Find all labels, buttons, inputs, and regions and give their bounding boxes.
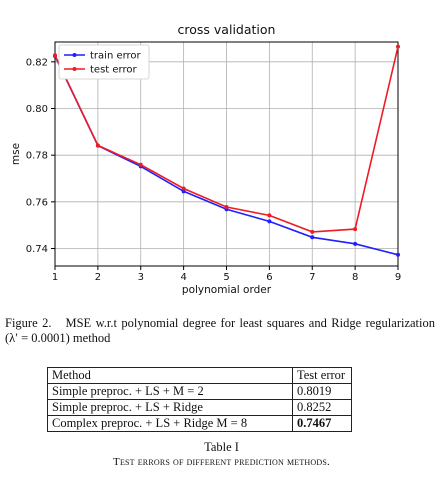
chart-title: cross validation	[178, 22, 276, 37]
table-row: Simple preproc. + LS + Ridge 0.8252	[47, 399, 352, 416]
train-error-point	[310, 235, 315, 240]
header-method: Method	[47, 367, 293, 384]
x-tick-label: 8	[352, 272, 358, 283]
table-title: Table I	[204, 440, 239, 454]
y-tick-label: 0.82	[26, 57, 48, 68]
x-tick-label: 2	[95, 272, 101, 283]
x-tick-label: 1	[52, 272, 58, 283]
test-error-point	[396, 44, 400, 49]
test-error-point	[138, 162, 143, 167]
figure-caption: Figure 2. MSE w.r.t polynomial degree for…	[5, 316, 435, 346]
test-error-point	[181, 186, 186, 191]
train-error-point	[396, 252, 400, 257]
y-tick-label: 0.80	[26, 104, 48, 115]
row-error-best: 0.7467	[292, 415, 352, 432]
test-error-point	[53, 53, 57, 58]
row-method: Simple preproc. + LS + Ridge	[47, 399, 293, 416]
row-method: Simple preproc. + LS + M = 2	[47, 383, 293, 400]
legend-marker	[72, 67, 77, 71]
x-tick-label: 4	[180, 272, 186, 283]
legend-label: test error	[90, 65, 137, 76]
test-error-point	[95, 143, 100, 148]
results-table-container: Method Test error Simple preproc. + LS +…	[47, 367, 352, 432]
table-subtitle: Test errors of different prediction meth…	[113, 456, 330, 468]
row-error: 0.8252	[292, 399, 352, 416]
legend-label: train error	[90, 51, 142, 62]
row-method: Complex preproc. + LS + Ridge M = 8	[47, 415, 293, 432]
x-axis-label: polynomial order	[182, 284, 272, 296]
x-tick-label: 6	[266, 272, 272, 283]
row-error: 0.8019	[292, 383, 352, 400]
table-header-row: Method Test error	[47, 367, 352, 384]
legend-box	[58, 44, 150, 80]
cross-validation-chart: 1 2 3 4 5 6 7 8 9 0.74 0.76 0.78 0.80 0.82 cross valid…	[10, 22, 401, 296]
train-error-point	[267, 219, 272, 224]
test-error-point	[267, 213, 272, 218]
chart: 1 2 3 4 5 6 7 8 9 0.74 0.76 0.78 0.80 0.82 cross valid…	[10, 22, 401, 296]
figure-label: Figure 2.	[5, 316, 52, 330]
table-row: Complex preproc. + LS + Ridge M = 8 0.74…	[47, 415, 352, 432]
y-tick-label: 0.76	[26, 197, 48, 208]
results-table: Method Test error Simple preproc. + LS +…	[47, 367, 352, 432]
x-tick-label: 9	[395, 272, 401, 283]
header-test-error: Test error	[292, 367, 352, 384]
test-error-point	[310, 229, 315, 234]
test-error-point	[353, 227, 358, 232]
x-tick-label: 3	[138, 272, 144, 283]
y-tick-label: 0.74	[26, 244, 48, 255]
x-tick-label: 5	[223, 272, 229, 283]
x-tick-label: 7	[309, 272, 315, 283]
train-error-point	[181, 189, 186, 194]
table-row: Simple preproc. + LS + M = 2 0.8019	[47, 383, 352, 400]
train-error-point	[353, 241, 358, 246]
test-error-point	[224, 204, 229, 209]
y-tick-label: 0.78	[26, 151, 48, 162]
y-axis-label: mse	[10, 143, 22, 165]
legend-marker	[72, 53, 77, 57]
figure-caption-text: MSE w.r.t polynomial degree for least sq…	[5, 316, 435, 345]
